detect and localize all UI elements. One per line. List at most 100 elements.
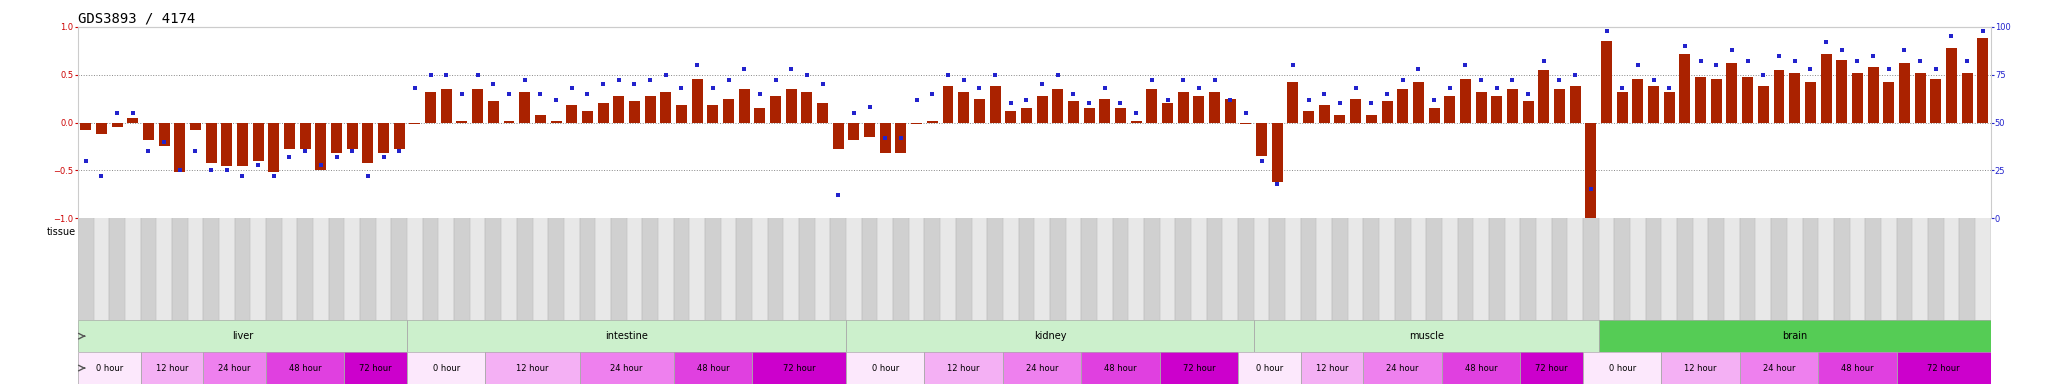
Bar xyxy=(928,121,938,122)
Bar xyxy=(692,79,702,122)
Point xyxy=(868,135,901,141)
Bar xyxy=(379,122,389,153)
Point xyxy=(414,72,446,78)
Bar xyxy=(1554,89,1565,122)
Bar xyxy=(502,218,516,320)
Bar xyxy=(1772,218,1786,320)
Bar xyxy=(834,122,844,149)
Text: 48 hour: 48 hour xyxy=(1104,364,1137,372)
Point xyxy=(367,154,399,160)
Text: 24 hour: 24 hour xyxy=(610,364,643,372)
Text: 0 hour: 0 hour xyxy=(432,364,461,372)
Bar xyxy=(141,352,203,384)
Bar xyxy=(1194,96,1204,122)
Bar xyxy=(1004,352,1081,384)
Bar xyxy=(236,218,250,320)
Bar xyxy=(1382,101,1393,122)
Point xyxy=(948,78,981,84)
Bar xyxy=(487,101,500,122)
Bar xyxy=(285,122,295,149)
Bar xyxy=(143,122,154,140)
Bar xyxy=(1567,218,1583,320)
Bar xyxy=(174,122,184,172)
Point xyxy=(289,148,322,154)
Text: muscle: muscle xyxy=(1409,331,1444,341)
Bar xyxy=(721,218,737,320)
Point xyxy=(791,72,823,78)
Bar xyxy=(1802,218,1819,320)
Bar xyxy=(111,122,123,127)
Bar xyxy=(643,218,657,320)
Point xyxy=(1575,186,1608,192)
Bar xyxy=(1786,218,1802,320)
Point xyxy=(1104,100,1137,106)
Bar xyxy=(1520,352,1583,384)
Bar xyxy=(1159,218,1176,320)
Bar xyxy=(1430,108,1440,122)
Point xyxy=(399,85,432,91)
Bar xyxy=(1661,218,1677,320)
Bar xyxy=(1176,218,1192,320)
Point xyxy=(1810,39,1843,45)
Text: 48 hour: 48 hour xyxy=(696,364,729,372)
Bar xyxy=(1755,218,1772,320)
Bar xyxy=(1006,111,1016,122)
Bar xyxy=(520,92,530,122)
Bar xyxy=(1411,218,1425,320)
Bar xyxy=(1849,218,1866,320)
Bar xyxy=(1974,218,1991,320)
Bar xyxy=(408,352,485,384)
Point xyxy=(1135,78,1167,84)
Bar xyxy=(657,218,674,320)
Text: 72 hour: 72 hour xyxy=(358,364,391,372)
Bar xyxy=(1159,352,1239,384)
Bar xyxy=(504,121,514,122)
Bar xyxy=(1272,122,1282,182)
Text: 48 hour: 48 hour xyxy=(1841,364,1874,372)
Bar xyxy=(1663,92,1675,122)
Bar xyxy=(1364,218,1378,320)
Point xyxy=(1528,58,1561,65)
Bar xyxy=(895,122,907,153)
Bar xyxy=(1552,218,1567,320)
Point xyxy=(1952,58,1985,65)
Point xyxy=(541,96,573,103)
Bar xyxy=(1255,122,1268,156)
Bar xyxy=(768,218,784,320)
Bar xyxy=(252,122,264,161)
Point xyxy=(461,72,494,78)
Text: 12 hour: 12 hour xyxy=(948,364,979,372)
Bar xyxy=(1018,218,1034,320)
Bar xyxy=(1081,218,1098,320)
Point xyxy=(1905,58,1937,65)
Point xyxy=(1087,85,1120,91)
Bar xyxy=(1317,218,1331,320)
Bar xyxy=(801,92,813,122)
Point xyxy=(555,85,588,91)
Bar xyxy=(219,218,236,320)
Bar xyxy=(485,218,502,320)
Bar xyxy=(1679,54,1690,122)
Bar xyxy=(846,352,924,384)
Bar xyxy=(1004,218,1018,320)
Text: 24 hour: 24 hour xyxy=(1763,364,1796,372)
Point xyxy=(1309,91,1341,97)
Bar xyxy=(172,218,188,320)
Bar xyxy=(1599,218,1614,320)
Bar xyxy=(1505,218,1520,320)
Bar xyxy=(1300,352,1364,384)
Text: 24 hour: 24 hour xyxy=(219,364,250,372)
Bar xyxy=(266,352,344,384)
Bar xyxy=(674,352,752,384)
Bar xyxy=(203,218,219,320)
Point xyxy=(1167,78,1200,84)
Bar xyxy=(1614,218,1630,320)
Bar xyxy=(971,218,987,320)
Bar xyxy=(940,218,956,320)
Bar xyxy=(1741,352,1819,384)
Point xyxy=(1229,110,1262,116)
Bar xyxy=(1303,111,1315,122)
Bar xyxy=(1284,218,1300,320)
Bar xyxy=(565,105,578,122)
Bar xyxy=(1569,86,1581,122)
